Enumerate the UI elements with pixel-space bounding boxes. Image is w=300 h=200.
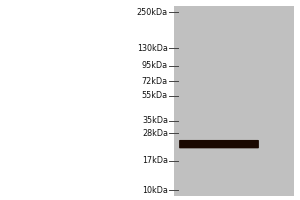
Text: 250kDa: 250kDa [137,8,168,17]
Text: 10kDa: 10kDa [142,186,168,195]
Bar [174,6,294,196]
Text: 55kDa: 55kDa [142,91,168,100]
Text: 95kDa: 95kDa [142,61,168,70]
Text: 72kDa: 72kDa [142,77,168,86]
Text: 130kDa: 130kDa [137,44,168,53]
Text: 17kDa: 17kDa [142,156,168,165]
FancyBboxPatch shape [179,140,259,148]
Text: 28kDa: 28kDa [142,129,168,138]
Text: 35kDa: 35kDa [142,116,168,125]
